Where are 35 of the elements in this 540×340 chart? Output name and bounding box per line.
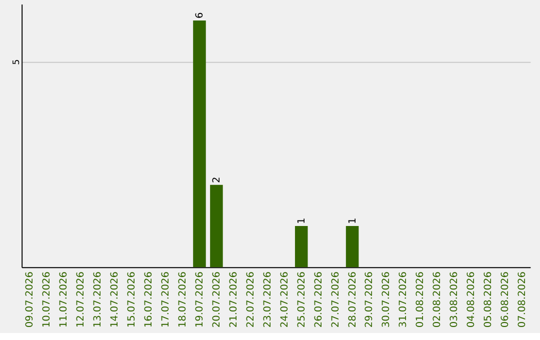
data-label: 1: [347, 218, 358, 224]
x-tick-label: 22.07.2026: [245, 272, 256, 328]
x-tick-label: 17.07.2026: [160, 272, 172, 328]
x-tick-label: 26.07.2026: [313, 272, 324, 328]
x-tick-label: 04.08.2026: [466, 272, 478, 328]
x-tick-label: 11.07.2026: [58, 272, 70, 328]
x-tick-label: 23.07.2026: [262, 272, 274, 328]
x-tick-label: 15.07.2026: [126, 272, 138, 328]
x-tick-label: 28.07.2026: [347, 272, 358, 328]
data-label: 1: [296, 218, 308, 224]
x-tick-label: 31.07.2026: [398, 272, 410, 328]
x-tick-label: 01.08.2026: [415, 272, 426, 328]
x-tick-label: 02.08.2026: [432, 272, 444, 328]
data-label: 6: [194, 12, 206, 18]
x-tick-label: 13.07.2026: [92, 272, 104, 328]
x-tick-label: 03.08.2026: [449, 272, 460, 328]
y-tick-label: 5: [12, 59, 22, 65]
x-tick-label: 18.07.2026: [177, 272, 188, 328]
x-tick-label: 05.08.2026: [483, 272, 494, 328]
x-tick-label: 14.07.2026: [110, 272, 121, 328]
x-tick-label: 21.07.2026: [228, 272, 240, 328]
x-tick-label: 10.07.2026: [42, 272, 53, 328]
x-tick-label: 09.07.2026: [24, 272, 36, 328]
x-tick-label: 27.07.2026: [330, 272, 342, 328]
x-tick-label: 20.07.2026: [211, 272, 222, 328]
x-tick-label: 29.07.2026: [364, 272, 376, 328]
x-tick-label: 16.07.2026: [143, 272, 154, 328]
data-label: 2: [211, 176, 222, 183]
x-tick-label: 30.07.2026: [381, 272, 392, 328]
x-tick-label: 25.07.2026: [296, 272, 308, 328]
x-tick-label: 19.07.2026: [194, 272, 206, 328]
x-tick-label: 12.07.2026: [76, 272, 87, 328]
x-tick-label: 07.08.2026: [517, 272, 528, 328]
x-tick-label: 24.07.2026: [279, 272, 290, 328]
x-tick-label: 06.08.2026: [500, 272, 512, 328]
